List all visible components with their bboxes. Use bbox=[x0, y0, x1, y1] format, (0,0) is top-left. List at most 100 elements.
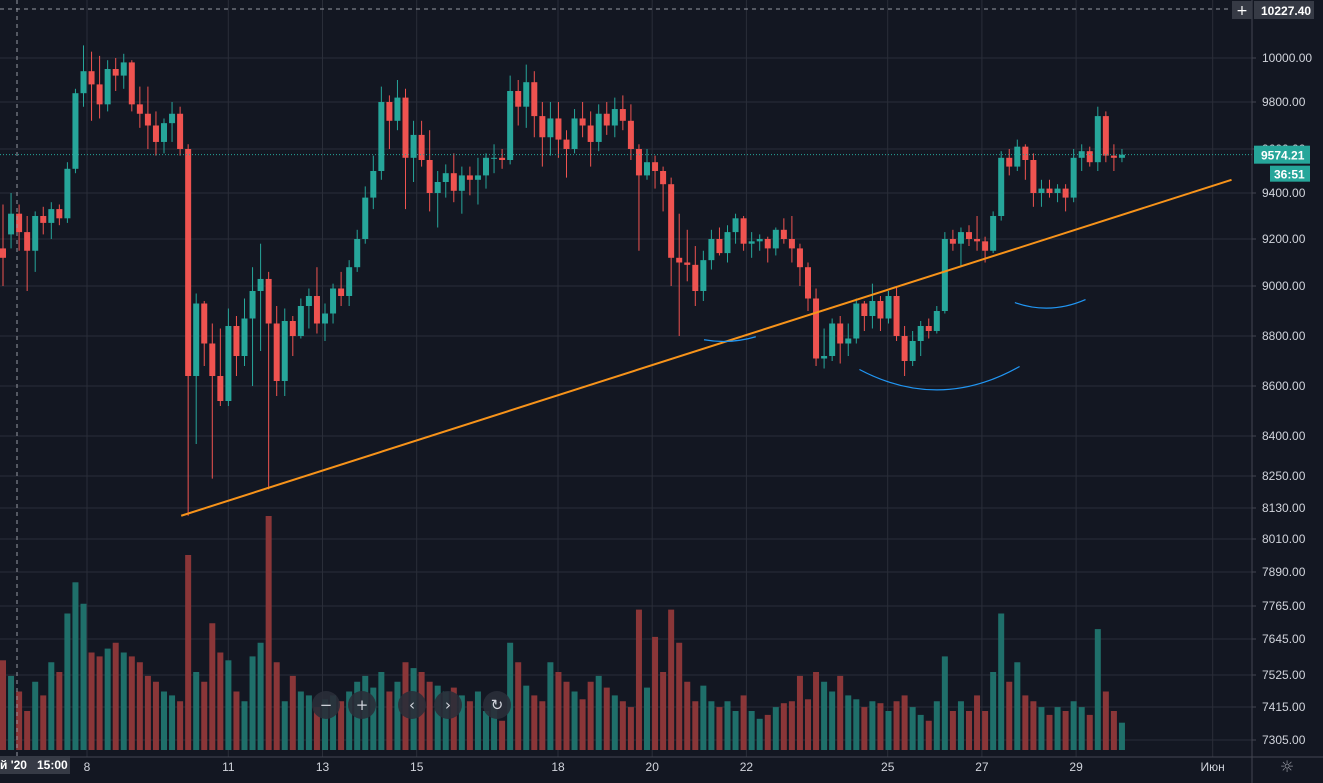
volume-bar bbox=[152, 681, 159, 750]
candle-body bbox=[587, 125, 594, 142]
candle-body bbox=[579, 118, 586, 126]
candle-body bbox=[531, 82, 538, 117]
y-tick-label: 8250.00 bbox=[1262, 469, 1306, 483]
volume-bar bbox=[861, 707, 868, 750]
volume-bar bbox=[16, 691, 23, 750]
settings-button[interactable]: ☼ bbox=[1277, 756, 1297, 776]
volume-bar bbox=[40, 695, 47, 750]
candle-body bbox=[652, 162, 659, 171]
volume-bar bbox=[169, 695, 176, 750]
volume-bar bbox=[998, 613, 1005, 750]
volume-bar bbox=[740, 695, 747, 750]
zoom-out-button[interactable]: − bbox=[312, 691, 340, 719]
volume-bar bbox=[982, 711, 989, 750]
candle-body bbox=[136, 104, 143, 114]
add-alert-icon: + bbox=[1236, 3, 1248, 19]
volume-bar bbox=[829, 691, 836, 750]
plus-icon: + bbox=[355, 696, 369, 714]
candle-body bbox=[354, 239, 361, 268]
volume-bar bbox=[732, 711, 739, 750]
scroll-right-button[interactable]: › bbox=[434, 691, 462, 719]
candle-body bbox=[1078, 151, 1085, 158]
zoom-in-button[interactable]: + bbox=[348, 691, 376, 719]
candle-body bbox=[265, 278, 272, 324]
volume-bar bbox=[442, 691, 449, 750]
volume-bar bbox=[515, 662, 522, 750]
volume-bar bbox=[305, 695, 312, 750]
reset-chart-button[interactable]: ↻ bbox=[483, 691, 511, 719]
cursor-date-label: й '20 bbox=[0, 758, 27, 772]
volume-bar bbox=[1118, 722, 1125, 750]
volume-bar bbox=[370, 687, 377, 750]
volume-bar bbox=[241, 701, 248, 750]
volume-bar bbox=[483, 711, 489, 750]
x-tick-label: 29 bbox=[1069, 760, 1083, 774]
candle-body bbox=[273, 323, 280, 381]
y-tick-label: 8800.00 bbox=[1262, 329, 1306, 343]
candle-body bbox=[507, 91, 514, 160]
volume-bar bbox=[1062, 711, 1069, 750]
candle-body bbox=[724, 232, 731, 254]
candle-body bbox=[56, 209, 63, 219]
volume-bar bbox=[1094, 629, 1101, 750]
x-tick-label: 13 bbox=[316, 760, 330, 774]
volume-bar bbox=[635, 609, 642, 750]
candle-body bbox=[40, 216, 47, 223]
candle-body bbox=[619, 109, 626, 121]
candle-body bbox=[1102, 116, 1109, 156]
y-tick-label: 9800.00 bbox=[1262, 95, 1306, 109]
candle-body bbox=[708, 239, 715, 261]
candle-body bbox=[104, 69, 111, 105]
candle-body bbox=[474, 175, 481, 180]
volume-bar bbox=[24, 711, 31, 750]
volume-bar bbox=[531, 695, 538, 750]
candle-body bbox=[998, 157, 1005, 216]
candle-body bbox=[740, 218, 747, 244]
candle-body bbox=[88, 71, 95, 85]
volume-bar bbox=[974, 695, 981, 750]
candle-body bbox=[780, 229, 787, 239]
volume-bar bbox=[313, 707, 320, 750]
scroll-left-button[interactable]: ‹ bbox=[398, 691, 426, 719]
candle-body bbox=[676, 257, 683, 263]
volume-bar bbox=[491, 701, 498, 750]
candle-body bbox=[764, 239, 771, 249]
candle-body bbox=[660, 171, 667, 185]
volume-bar bbox=[676, 642, 683, 750]
volume-bar bbox=[32, 681, 39, 750]
y-tick-label: 10000.00 bbox=[1262, 51, 1312, 65]
volume-bar bbox=[177, 701, 184, 750]
volume-bar bbox=[917, 714, 924, 750]
volume-bar bbox=[499, 720, 506, 750]
volume-bar bbox=[1046, 714, 1053, 750]
candle-body bbox=[483, 157, 489, 176]
candle-body bbox=[1046, 188, 1053, 193]
volume-bar bbox=[893, 701, 900, 750]
annotation-arc bbox=[1014, 299, 1086, 309]
volume-bar bbox=[869, 701, 876, 750]
volume-bar bbox=[193, 672, 200, 750]
candle-body bbox=[547, 118, 554, 138]
volume-bar bbox=[297, 691, 304, 750]
candle-body bbox=[949, 239, 956, 244]
volume-bar bbox=[941, 656, 948, 750]
candle-body bbox=[112, 69, 119, 76]
volume-bar bbox=[96, 656, 103, 750]
volume-bar bbox=[257, 642, 264, 750]
candle-body bbox=[925, 326, 932, 331]
candle-body bbox=[1118, 154, 1125, 158]
volume-bar bbox=[627, 707, 634, 750]
x-tick-label: 18 bbox=[551, 760, 565, 774]
candle-body bbox=[410, 134, 417, 158]
volume-bar bbox=[1054, 707, 1061, 750]
candle-body bbox=[257, 278, 264, 291]
volume-bar bbox=[796, 675, 803, 750]
y-tick-label: 8400.00 bbox=[1262, 429, 1306, 443]
volume-bar bbox=[966, 711, 972, 750]
volume-bar bbox=[853, 699, 860, 750]
candle-body bbox=[386, 102, 393, 121]
annotation-arc bbox=[859, 365, 1020, 391]
volume-bar bbox=[104, 648, 111, 750]
